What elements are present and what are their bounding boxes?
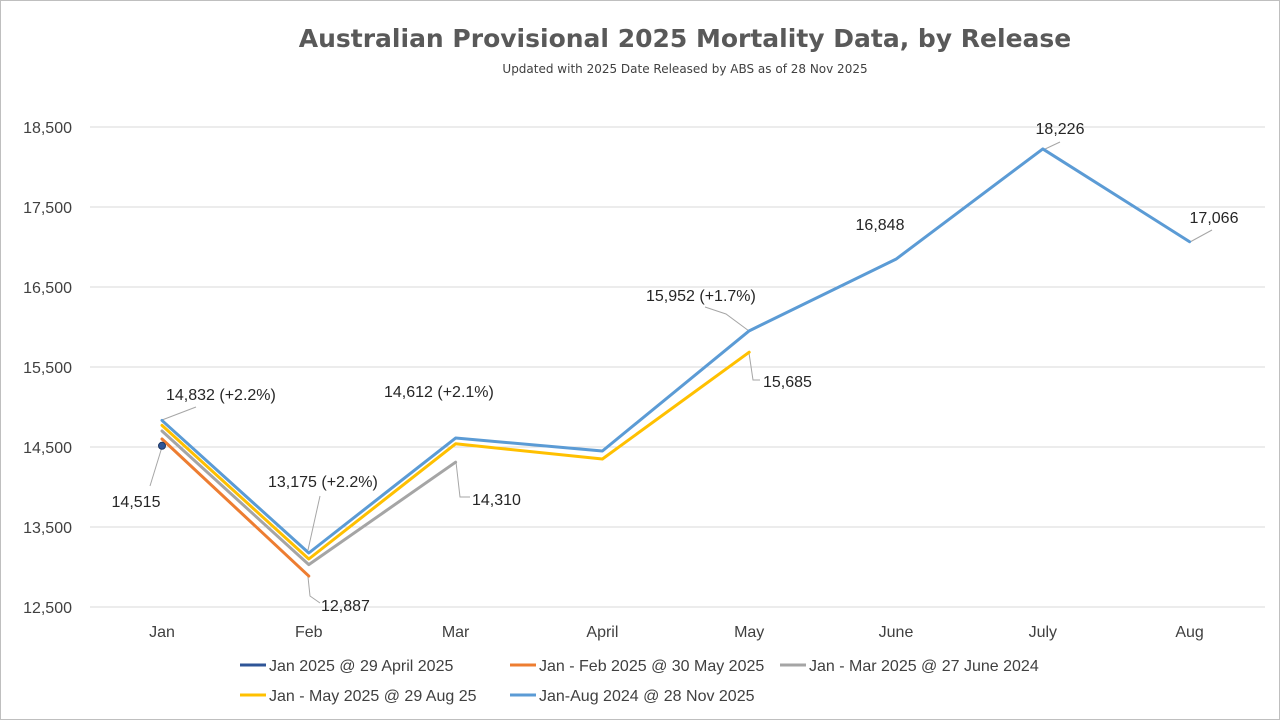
series-lines: [158, 147, 1192, 578]
series-line: [160, 350, 751, 561]
gridlines: [90, 126, 1265, 608]
series-line: [160, 147, 1192, 555]
legend-item: Jan - Mar 2025 @ 27 June 2024: [780, 658, 1039, 675]
legend-label: Jan - Feb 2025 @ 30 May 2025: [539, 658, 764, 675]
x-tick-label: June: [879, 624, 914, 641]
x-tick-label: Aug: [1175, 624, 1203, 641]
data-label: 18,226: [1036, 121, 1085, 138]
label-leader-line: [455, 461, 470, 498]
data-label: 14,612 (+2.1%): [384, 384, 494, 401]
series-point: [158, 441, 166, 450]
label-leader-line: [1189, 229, 1213, 243]
series-line: [160, 437, 311, 578]
data-labels: 14,515 14,832 (+2.2%) 13,175 (+2.2%) 12,887…: [112, 121, 1239, 615]
y-tick-label: 13,500: [23, 520, 72, 537]
y-tick-label: 17,500: [23, 200, 72, 217]
y-axis-ticks: 12,500 13,500 14,500 15,500 16,500 17,500 18,5…: [23, 120, 72, 617]
data-label: 14,310: [472, 492, 521, 509]
label-leader-lines: [149, 141, 1213, 604]
y-tick-label: 16,500: [23, 280, 72, 297]
data-label: 14,515: [112, 494, 161, 511]
label-leader-line: [149, 446, 163, 487]
label-leader-line: [161, 406, 197, 421]
x-tick-label: July: [1029, 624, 1057, 641]
x-axis-ticks: Jan Feb Mar April May June July Aug: [149, 624, 1204, 641]
y-tick-label: 15,500: [23, 360, 72, 377]
legend: Jan 2025 @ 29 April 2025 Jan - Feb 2025 @…: [240, 658, 1039, 705]
series-line: [160, 429, 458, 567]
data-label: 15,685: [763, 374, 812, 391]
legend-item: Jan 2025 @ 29 April 2025: [240, 658, 453, 675]
legend-label: Jan - May 2025 @ 29 Aug 25: [269, 688, 477, 705]
data-label: 15,952 (+1.7%): [646, 288, 756, 305]
data-label: 16,848: [856, 217, 905, 234]
legend-item: Jan-Aug 2024 @ 28 Nov 2025: [510, 688, 755, 705]
label-leader-line: [307, 495, 321, 551]
label-leader-line: [307, 576, 321, 604]
legend-label: Jan - Mar 2025 @ 27 June 2024: [809, 658, 1039, 675]
label-leader-line: [704, 306, 750, 332]
y-tick-label: 12,500: [23, 600, 72, 617]
data-label: 12,887: [321, 598, 370, 615]
x-tick-label: April: [586, 624, 618, 641]
y-tick-label: 18,500: [23, 120, 72, 137]
y-tick-label: 14,500: [23, 440, 72, 457]
legend-label: Jan-Aug 2024 @ 28 Nov 2025: [539, 688, 755, 705]
label-leader-line: [748, 352, 760, 381]
chart-subtitle: Updated with 2025 Date Released by ABS a…: [502, 62, 867, 76]
x-tick-label: Mar: [442, 624, 470, 641]
legend-item: Jan - Feb 2025 @ 30 May 2025: [510, 658, 764, 675]
legend-item: Jan - May 2025 @ 29 Aug 25: [240, 688, 477, 705]
chart-title: Australian Provisional 2025 Mortality Da…: [299, 24, 1072, 53]
data-label: 17,066: [1190, 210, 1239, 227]
data-label: 14,832 (+2.2%): [166, 387, 276, 404]
x-tick-label: Feb: [295, 624, 323, 641]
label-leader-line: [1042, 141, 1061, 151]
data-label: 13,175 (+2.2%): [268, 474, 378, 491]
x-tick-label: May: [734, 624, 764, 641]
x-tick-label: Jan: [149, 624, 175, 641]
legend-label: Jan 2025 @ 29 April 2025: [269, 658, 453, 675]
